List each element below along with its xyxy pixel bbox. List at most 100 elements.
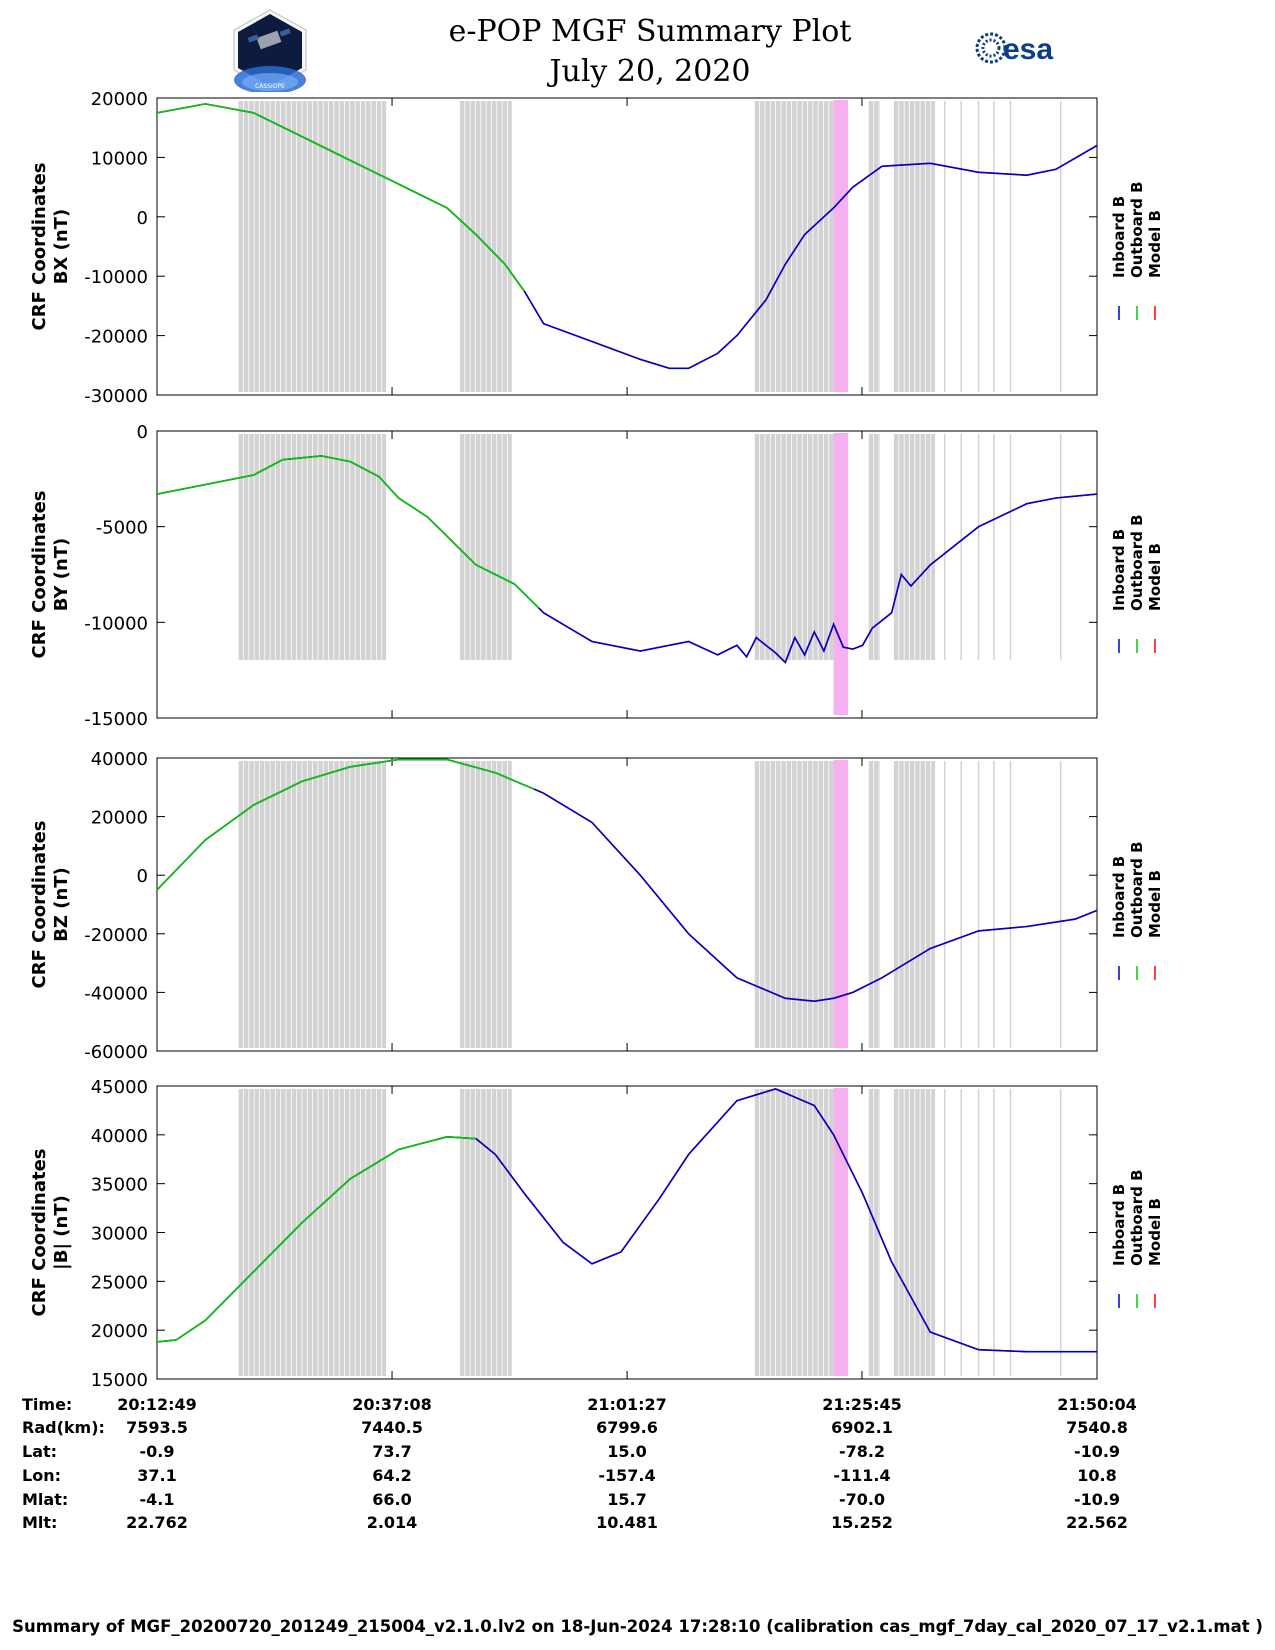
pink-band — [833, 433, 849, 715]
ephemeris-value: 2.014 — [367, 1513, 418, 1532]
ephemeris-value: 6902.1 — [831, 1418, 893, 1437]
ephemeris-value: 20:12:49 — [117, 1395, 197, 1414]
series-outboard-line — [156, 455, 540, 609]
ephemeris-row-label: Mlt: — [22, 1513, 57, 1532]
gray-band — [893, 1089, 936, 1376]
y-tick-label: 30000 — [91, 1224, 148, 1245]
ephemeris-value: 22.762 — [126, 1513, 188, 1532]
y-tick-label: 20000 — [91, 1321, 148, 1342]
legend-label: Model B — [1146, 543, 1164, 611]
ephemeris-value: 7593.5 — [126, 1418, 188, 1437]
y-axis-label: CRF Coordinates|B| (nT) — [29, 1149, 72, 1317]
gray-band — [868, 434, 881, 660]
series-outboard-line — [156, 103, 525, 292]
summary-chart: 20000 10000 0 -10000 -20000 -30000 CRF Coordin… — [22, 89, 1164, 1532]
y-tick-label: 15000 — [91, 1370, 148, 1391]
ephemeris-value: 7440.5 — [361, 1418, 423, 1437]
legend-label: Outboard B — [1128, 1169, 1146, 1266]
gray-band — [893, 434, 936, 660]
legend-label: Inboard B — [1110, 196, 1128, 278]
ephemeris-value: 7540.8 — [1066, 1418, 1128, 1437]
y-tick-label: 20000 — [91, 89, 148, 110]
ephemeris-value: -4.1 — [140, 1490, 175, 1509]
y-tick-label: -60000 — [84, 1042, 148, 1063]
y-tick-label: 25000 — [91, 1272, 148, 1293]
legend-label: Inboard B — [1110, 529, 1128, 611]
ephemeris-row-label: Time: — [22, 1395, 72, 1414]
y-tick-label: 0 — [137, 208, 148, 229]
y-axis-label: CRF CoordinatesBY (nT) — [29, 491, 72, 659]
svg-text:esa: esa — [1003, 33, 1053, 66]
y-tick-label: -15000 — [84, 709, 148, 730]
ephemeris-value: 21:25:45 — [822, 1395, 902, 1414]
summary-footer: Summary of MGF_20200720_201249_215004_v2… — [12, 1617, 1263, 1636]
cassiope-mission-logo: CASSIOPE — [233, 9, 307, 92]
ephemeris-value: -10.9 — [1074, 1490, 1120, 1509]
gray-band — [893, 101, 936, 392]
gray-band — [868, 761, 881, 1048]
series-outboard-line — [156, 758, 535, 891]
legend-label: Model B — [1146, 870, 1164, 938]
y-tick-label: -20000 — [84, 925, 148, 946]
ephemeris-value: 37.1 — [137, 1466, 176, 1485]
y-tick-label: 45000 — [91, 1077, 148, 1098]
y-tick-label: -20000 — [84, 327, 148, 348]
ephemeris-value: 10.8 — [1077, 1466, 1116, 1485]
ephemeris-value: 15.7 — [607, 1490, 646, 1509]
y-axis-label: CRF CoordinatesBX (nT) — [29, 163, 72, 331]
legend-label: Inboard B — [1110, 856, 1128, 938]
ephemeris-value: 6799.6 — [596, 1418, 658, 1437]
ephemeris-value: 66.0 — [372, 1490, 411, 1509]
gray-band — [238, 1089, 387, 1376]
gray-band — [459, 101, 512, 392]
y-tick-label: 35000 — [91, 1175, 148, 1196]
ephemeris-value: -157.4 — [598, 1466, 655, 1485]
gray-band — [238, 761, 387, 1048]
gray-band — [868, 1089, 881, 1376]
ephemeris-value: -70.0 — [839, 1490, 885, 1509]
pink-band — [833, 760, 849, 1048]
y-tick-label: 40000 — [91, 1126, 148, 1147]
series-outboard-line — [156, 1135, 477, 1343]
y-tick-label: -10000 — [84, 267, 148, 288]
ephemeris-value: 21:01:27 — [587, 1395, 667, 1414]
legend-label: Outboard B — [1128, 841, 1146, 938]
legend-label: Outboard B — [1128, 514, 1146, 611]
ephemeris-row-label: Mlat: — [22, 1490, 68, 1509]
y-tick-label: 0 — [137, 866, 148, 887]
gray-band — [238, 434, 387, 660]
y-tick-label: 0 — [137, 422, 148, 443]
legend-label: Model B — [1146, 1198, 1164, 1266]
ephemeris-value: 22.562 — [1066, 1513, 1128, 1532]
ephemeris-value: 64.2 — [372, 1466, 411, 1485]
ephemeris-value: 15.252 — [831, 1513, 893, 1532]
y-tick-label: 20000 — [91, 808, 148, 829]
ephemeris-value: -78.2 — [839, 1442, 885, 1461]
gray-band — [459, 1089, 512, 1376]
legend-label: Model B — [1146, 210, 1164, 278]
ephemeris-value: -0.9 — [140, 1442, 175, 1461]
gray-band — [459, 761, 512, 1048]
y-tick-label: -5000 — [96, 518, 148, 539]
ephemeris-row-label: Lon: — [22, 1466, 61, 1485]
ephemeris-value: -10.9 — [1074, 1442, 1120, 1461]
svg-text:CASSIOPE: CASSIOPE — [255, 83, 285, 90]
legend-label: Inboard B — [1110, 1184, 1128, 1266]
y-axis-label: CRF CoordinatesBZ (nT) — [29, 821, 72, 989]
ephemeris-row-label: Rad(km): — [22, 1418, 105, 1437]
ephemeris-value: 10.481 — [596, 1513, 658, 1532]
y-tick-label: -10000 — [84, 613, 148, 634]
ephemeris-value: 15.0 — [607, 1442, 646, 1461]
y-tick-label: -30000 — [84, 386, 148, 407]
legend-label: Outboard B — [1128, 181, 1146, 278]
gray-band — [459, 434, 512, 660]
pink-band — [833, 1088, 849, 1376]
esa-logo: esa — [975, 32, 1053, 66]
plot-date: July 20, 2020 — [549, 54, 751, 89]
pink-band — [833, 100, 849, 392]
y-tick-label: 40000 — [91, 749, 148, 770]
y-tick-label: 10000 — [91, 148, 148, 169]
ephemeris-value: -111.4 — [833, 1466, 890, 1485]
gray-band — [868, 101, 881, 392]
gray-band — [893, 761, 936, 1048]
